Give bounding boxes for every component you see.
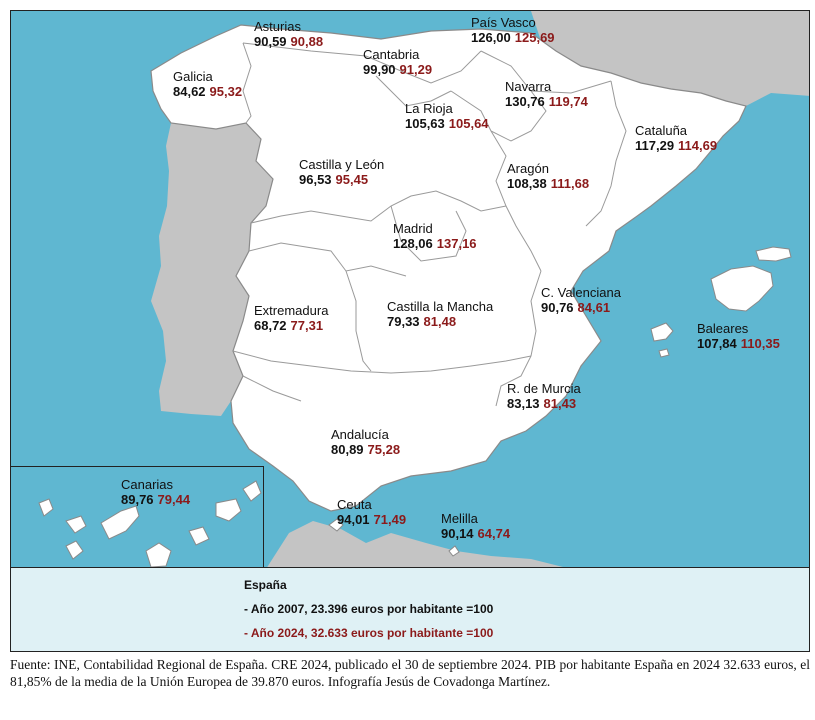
legend-title: España [244, 578, 287, 592]
region-name: Asturias [254, 19, 301, 34]
value-2007: 68,72 [254, 318, 287, 333]
region-name: Extremadura [254, 303, 329, 318]
region-name: Andalucía [331, 427, 389, 442]
melilla-territory [448, 545, 460, 557]
region-name: Ceuta [337, 497, 372, 512]
value-2024: 75,28 [367, 442, 401, 457]
value-2007: 126,00 [471, 30, 511, 45]
value-2007: 89,76 [121, 492, 154, 507]
morocco-territory [267, 521, 563, 567]
value-2024: 95,32 [209, 84, 243, 99]
region-name: País Vasco [471, 15, 536, 30]
label-pais-vasco: País Vasco 126,00 125,69 [471, 15, 555, 45]
region-borders [232, 42, 627, 407]
label-asturias: Asturias 90,59 90,88 [254, 19, 323, 49]
region-name: Castilla y León [299, 157, 385, 172]
label-castilla-mancha: Castilla la Mancha 79,33 81,48 [387, 299, 493, 329]
region-name: Canarias [121, 477, 174, 492]
value-2024: 114,69 [678, 138, 718, 153]
value-2007: 128,06 [393, 236, 433, 251]
label-cantabria: Cantabria 99,90 91,29 [363, 47, 432, 77]
label-extremadura: Extremadura 68,72 77,31 [254, 303, 328, 333]
formentera-island [658, 348, 670, 358]
value-2007: 130,76 [505, 94, 545, 109]
value-2024: 110,35 [740, 336, 780, 351]
france-territory [531, 11, 809, 106]
value-2007: 90,76 [541, 300, 574, 315]
region-name: Melilla [441, 511, 478, 526]
value-2007: 94,01 [337, 512, 370, 527]
label-navarra: Navarra 130,76 119,74 [505, 79, 588, 109]
label-murcia: R. de Murcia 83,13 81,43 [507, 381, 581, 411]
value-2007: 84,62 [173, 84, 206, 99]
legend-box: España - Año 2007, 23.396 euros por habi… [10, 568, 810, 652]
value-2007: 107,84 [697, 336, 737, 351]
region-name: La Rioja [405, 101, 453, 116]
region-name: Cataluña [635, 123, 688, 138]
value-2024: 71,49 [373, 512, 407, 527]
region-name: Madrid [393, 221, 433, 236]
value-2024: 90,88 [290, 34, 324, 49]
value-2024: 79,44 [157, 492, 191, 507]
value-2007: 108,38 [507, 176, 547, 191]
value-2024: 105,64 [448, 116, 489, 131]
label-aragon: Aragón 108,38 111,68 [507, 161, 589, 191]
region-name: R. de Murcia [507, 381, 581, 396]
region-name: Cantabria [363, 47, 420, 62]
region-name: Navarra [505, 79, 552, 94]
label-andalucia: Andalucía 80,89 75,28 [331, 427, 400, 457]
region-name: Galicia [173, 69, 213, 84]
source-footnote: Fuente: INE, Contabilidad Regional de Es… [10, 657, 810, 689]
spain-mainland [150, 24, 747, 512]
value-2024: 64,74 [477, 526, 511, 541]
portugal-territory [151, 123, 273, 416]
value-2007: 105,63 [405, 116, 445, 131]
value-2024: 84,61 [577, 300, 611, 315]
ceuta-territory [328, 518, 344, 532]
value-2024: 137,16 [436, 236, 477, 251]
label-galicia: Galicia 84,62 95,32 [173, 69, 242, 99]
region-name: Castilla la Mancha [387, 299, 494, 314]
label-ceuta: Ceuta 94,01 71,49 [337, 497, 406, 527]
value-2007: 90,14 [441, 526, 474, 541]
value-2007: 96,53 [299, 172, 332, 187]
label-castilla-leon: Castilla y León 96,53 95,45 [299, 157, 384, 187]
label-canarias: Canarias 89,76 79,44 [121, 477, 190, 507]
legend-line-2007: - Año 2007, 23.396 euros por habitante =… [244, 602, 494, 616]
value-2024: 95,45 [335, 172, 369, 187]
value-2024: 125,69 [514, 30, 555, 45]
value-2024: 81,43 [543, 396, 577, 411]
menorca-island [755, 246, 792, 262]
value-2007: 99,90 [363, 62, 396, 77]
value-2007: 90,59 [254, 34, 287, 49]
ibiza-island [650, 322, 674, 342]
label-la-rioja: La Rioja 105,63 105,64 [405, 101, 489, 131]
value-2024: 119,74 [548, 94, 588, 109]
value-2007: 117,29 [635, 138, 675, 153]
canarias-inset-box [11, 466, 264, 567]
label-c-valenciana: C. Valenciana 90,76 84,61 [541, 285, 621, 315]
mallorca-island [710, 265, 774, 312]
value-2024: 111,68 [550, 176, 590, 191]
region-name: Aragón [507, 161, 549, 176]
value-2007: 80,89 [331, 442, 364, 457]
value-2024: 77,31 [290, 318, 324, 333]
label-melilla: Melilla 90,14 64,74 [441, 511, 510, 541]
canary-islands [38, 480, 262, 567]
value-2007: 79,33 [387, 314, 420, 329]
spain-map [38, 11, 809, 567]
map-frame: Asturias 90,59 90,88 País Vasco 126,00 125… [10, 10, 810, 568]
region-name: C. Valenciana [541, 285, 621, 300]
value-2024: 91,29 [399, 62, 433, 77]
value-2007: 83,13 [507, 396, 540, 411]
region-name: Baleares [697, 321, 749, 336]
label-madrid: Madrid 128,06 137,16 [393, 221, 477, 251]
legend-line-2024: - Año 2024, 32.633 euros por habitante =… [244, 626, 494, 640]
label-cataluna: Cataluña 117,29 114,69 [635, 123, 717, 153]
label-baleares: Baleares 107,84 110,35 [697, 321, 780, 351]
value-2024: 81,48 [423, 314, 457, 329]
